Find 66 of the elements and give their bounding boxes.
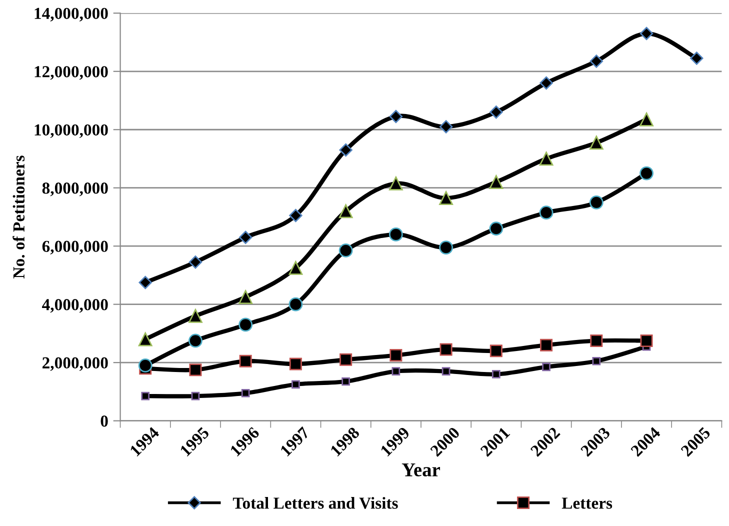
y-tick-label: 12,000,000 [34, 66, 108, 80]
point [188, 256, 202, 269]
point [490, 106, 503, 119]
y-tick-label: 4,000,000 [42, 299, 108, 313]
point [539, 152, 554, 166]
legend-label: Letters [562, 498, 612, 509]
point [540, 76, 553, 90]
x-axis-title: Year [402, 463, 440, 476]
y-tick-label: 8,000,000 [42, 182, 108, 196]
point [540, 338, 553, 352]
point [590, 54, 603, 68]
point [542, 362, 550, 372]
point [292, 380, 300, 389]
point [389, 110, 403, 124]
point [439, 120, 453, 134]
point [388, 228, 403, 242]
point [238, 230, 252, 244]
point [390, 349, 402, 362]
point [439, 191, 453, 205]
y-tick-label: 0 [100, 416, 108, 427]
y-axis-title: No. of Petitioners [12, 156, 25, 278]
point [238, 290, 253, 304]
point [288, 260, 303, 275]
point [239, 354, 252, 368]
legend-label: Total Letters and Visits [232, 497, 398, 509]
point [640, 112, 654, 126]
point [592, 356, 601, 366]
point [141, 392, 150, 400]
y-tick-label: 2,000,000 [42, 357, 108, 371]
point [492, 370, 500, 378]
y-tick-label: 6,000,000 [42, 240, 108, 254]
point [440, 343, 452, 356]
point [442, 367, 450, 376]
point [589, 195, 604, 210]
point [338, 244, 353, 258]
point [489, 175, 504, 189]
point [138, 358, 152, 372]
y-tick-label: 14,000,000 [34, 8, 108, 22]
point [289, 358, 302, 370]
point [241, 388, 250, 398]
point [640, 166, 654, 180]
point [640, 26, 654, 40]
point [188, 309, 202, 323]
point [490, 344, 502, 358]
point [138, 276, 152, 290]
point [238, 318, 253, 332]
point [339, 143, 352, 157]
point [640, 334, 653, 347]
point [690, 52, 704, 65]
point [191, 392, 200, 400]
point [392, 367, 400, 376]
point [590, 334, 603, 347]
y-tick-label: 10,000,000 [34, 124, 108, 138]
point [342, 377, 350, 386]
point [439, 240, 453, 254]
point [340, 353, 352, 366]
point [288, 297, 303, 312]
point [589, 136, 604, 150]
point [188, 334, 202, 348]
point [138, 332, 152, 346]
point [289, 208, 302, 222]
point [388, 176, 403, 190]
point [539, 206, 554, 220]
point [489, 222, 504, 236]
point [189, 364, 202, 376]
point [338, 204, 353, 218]
